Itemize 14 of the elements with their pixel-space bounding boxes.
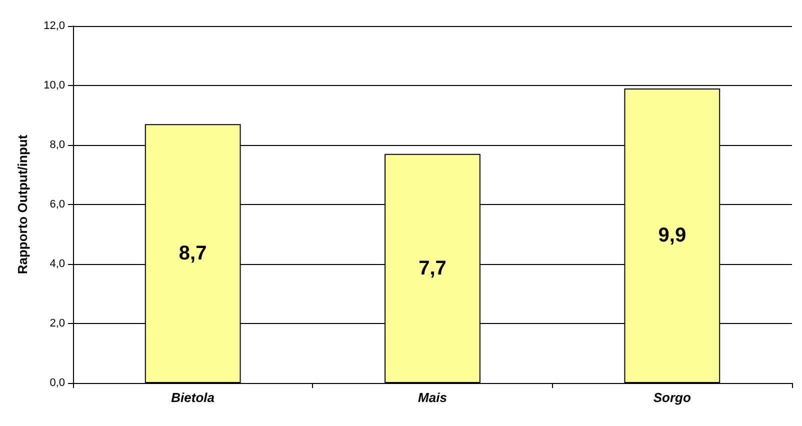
- data-label: 9,9: [658, 224, 686, 247]
- y-tick-label: 0,0: [50, 377, 65, 389]
- y-tick-label: 4,0: [50, 258, 65, 270]
- y-tick-label: 8,0: [50, 139, 65, 151]
- x-tick-label: Mais: [418, 390, 447, 405]
- data-label: 8,7: [178, 242, 207, 265]
- x-tick-label: Bietola: [171, 390, 215, 405]
- y-tick-label: 6,0: [50, 198, 65, 210]
- x-tick-label: Sorgo: [653, 390, 691, 405]
- data-label: 7,7: [418, 257, 446, 280]
- y-tick-label: 10,0: [44, 80, 65, 92]
- y-tick-label: 12,0: [44, 20, 65, 32]
- y-axis-title: Rapporto Output/input: [15, 134, 30, 274]
- y-tick-label: 2,0: [50, 318, 65, 330]
